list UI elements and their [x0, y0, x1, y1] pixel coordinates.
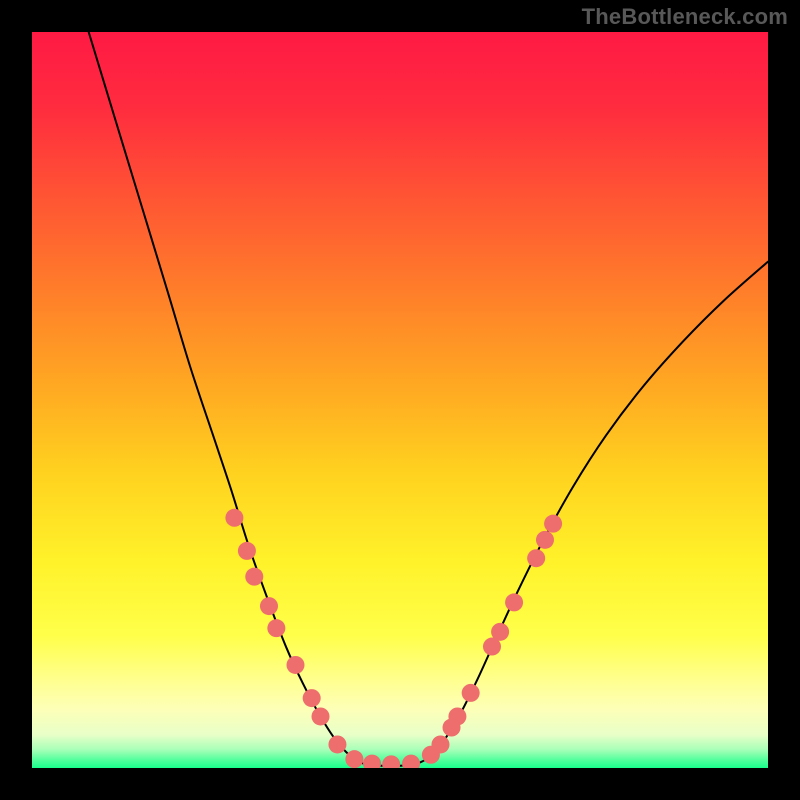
gradient-svg: [32, 32, 768, 768]
watermark-text: TheBottleneck.com: [582, 4, 788, 30]
chart-container: TheBottleneck.com: [0, 0, 800, 800]
gradient-background: [32, 32, 768, 768]
plot-area: [32, 32, 768, 768]
